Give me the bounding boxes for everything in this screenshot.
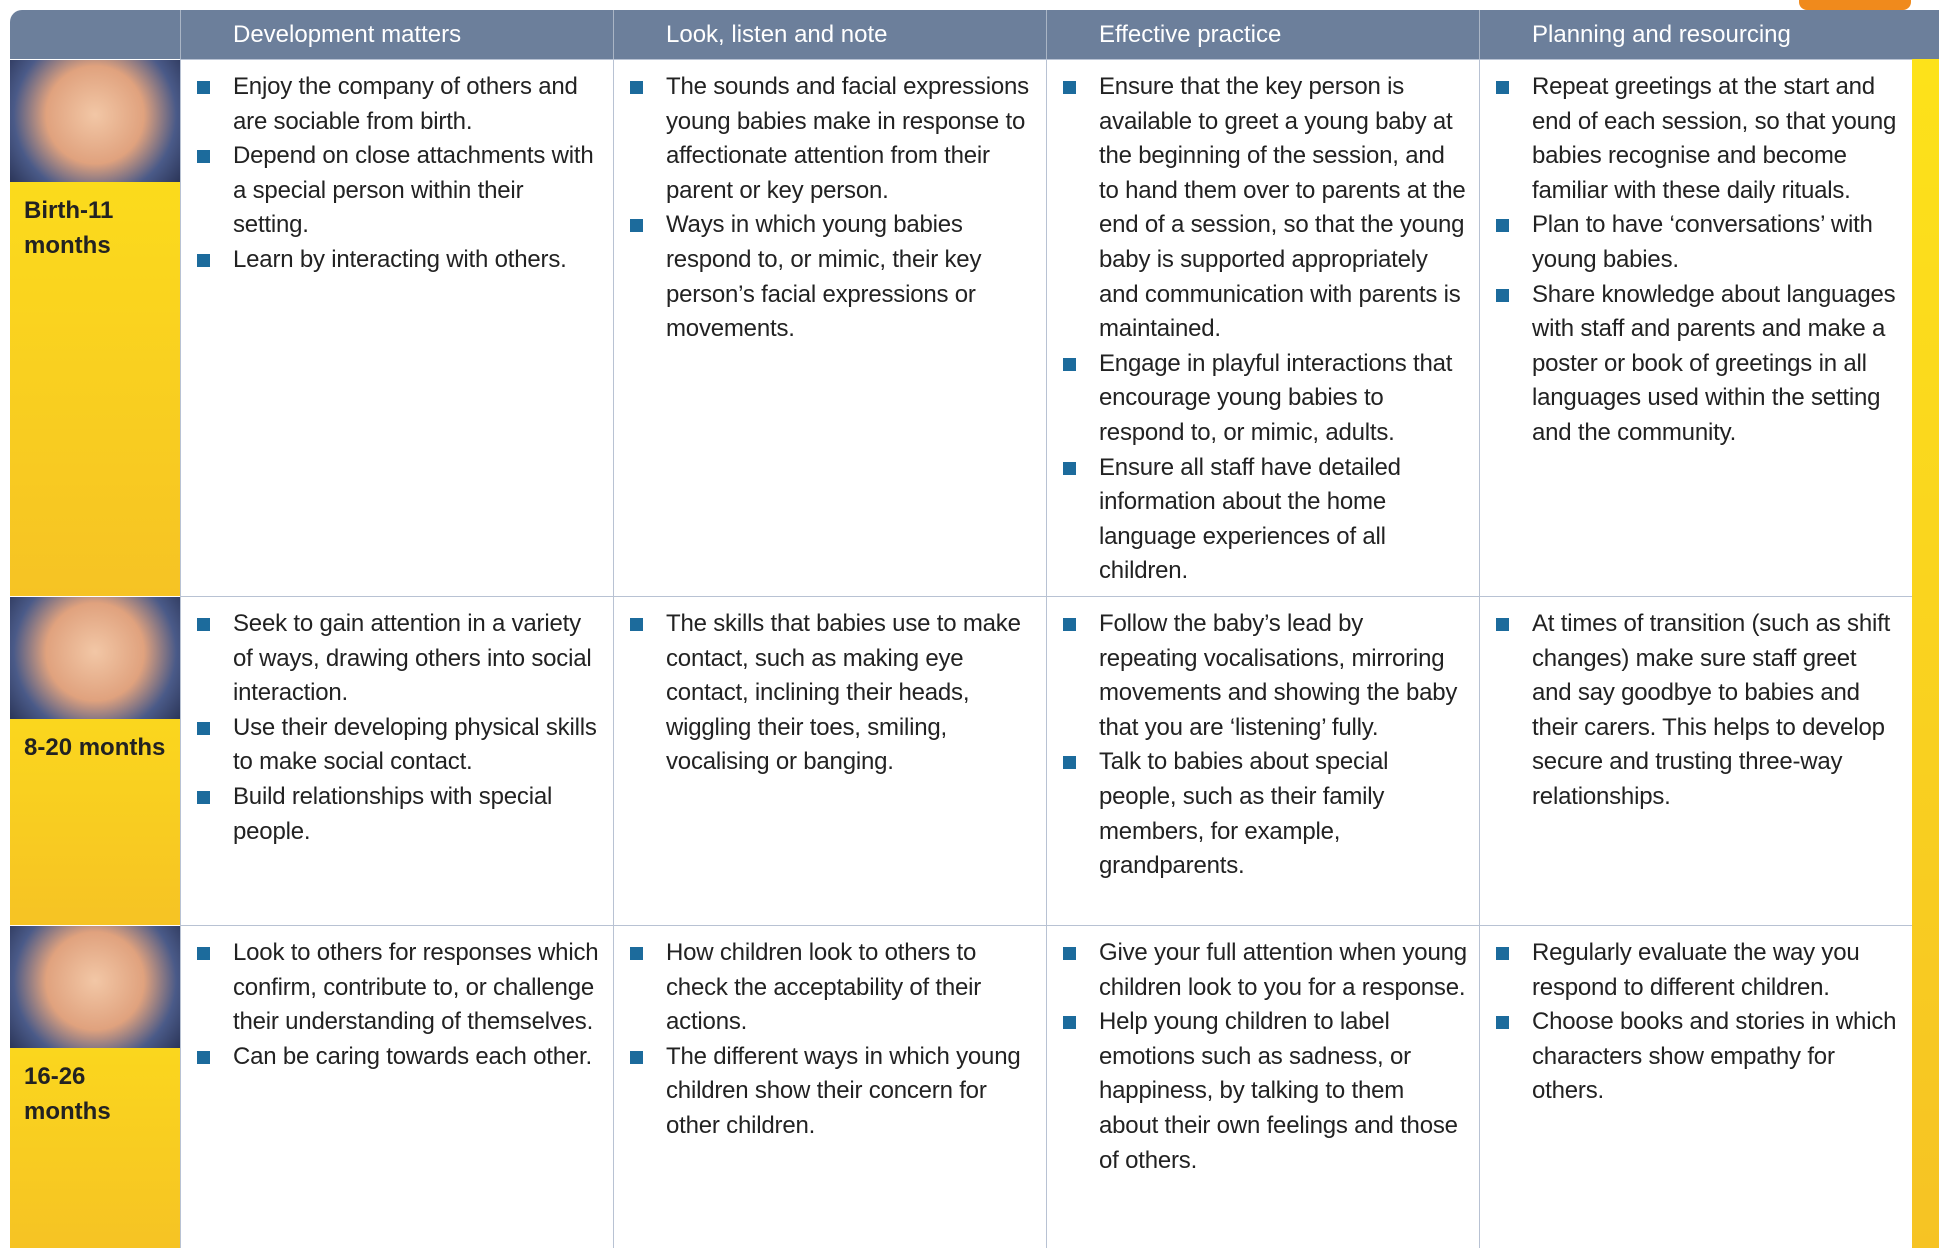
right-strip: [1912, 59, 1939, 1248]
bullet-list: Give your full attention when young chil…: [1063, 936, 1467, 1178]
cell: Enjoy the company of others and are soci…: [180, 59, 613, 596]
bullet-list: Look to others for responses which confi…: [197, 936, 601, 1075]
bullet-item: How children look to others to check the…: [630, 936, 1034, 1040]
cell: How children look to others to check the…: [613, 925, 1046, 1248]
bullet-item: Enjoy the company of others and are soci…: [197, 70, 601, 139]
bullet-item: Can be caring towards each other.: [197, 1040, 601, 1075]
column-header: Development matters: [180, 10, 613, 59]
bullet-item: The sounds and facial expressions young …: [630, 70, 1034, 208]
bullet-list: Regularly evaluate the way you respond t…: [1496, 936, 1900, 1109]
bullet-list: Seek to gain attention in a variety of w…: [197, 607, 601, 849]
column-header: Look, listen and note: [613, 10, 1046, 59]
bullet-list: Ensure that the key person is available …: [1063, 70, 1467, 589]
bullet-item: Ensure all staff have detailed informati…: [1063, 451, 1467, 589]
column-header: Effective practice: [1046, 10, 1479, 59]
photo: [10, 926, 180, 1048]
bullet-list: The skills that babies use to make conta…: [630, 607, 1034, 780]
column-header: Planning and resourcing: [1479, 10, 1912, 59]
bullet-list: Follow the baby’s lead by repeating voca…: [1063, 607, 1467, 884]
age-label: 8-20 months: [24, 734, 166, 761]
age-label: 16-26 months: [24, 1063, 111, 1125]
bullet-item: Regularly evaluate the way you respond t…: [1496, 936, 1900, 1005]
cell: Seek to gain attention in a variety of w…: [180, 596, 613, 925]
bullet-list: How children look to others to check the…: [630, 936, 1034, 1144]
cell: Regularly evaluate the way you respond t…: [1479, 925, 1912, 1248]
cell: Repeat greetings at the start and end of…: [1479, 59, 1912, 596]
cell: The sounds and facial expressions young …: [613, 59, 1046, 596]
bullet-item: Engage in playful interactions that enco…: [1063, 347, 1467, 451]
bullet-item: Learn by interacting with others.: [197, 243, 601, 278]
bullet-item: Depend on close attachments with a speci…: [197, 139, 601, 243]
bullet-item: Talk to babies about special people, suc…: [1063, 745, 1467, 883]
cell: Ensure that the key person is available …: [1046, 59, 1479, 596]
bullet-list: The sounds and facial expressions young …: [630, 70, 1034, 347]
cell: Follow the baby’s lead by repeating voca…: [1046, 596, 1479, 925]
bullet-item: Help young children to label emotions su…: [1063, 1005, 1467, 1178]
bullet-item: Repeat greetings at the start and end of…: [1496, 70, 1900, 208]
cell: Look to others for responses which confi…: [180, 925, 613, 1248]
bullet-item: Build relationships with special people.: [197, 780, 601, 849]
bullet-item: Look to others for responses which confi…: [197, 936, 601, 1040]
bullet-item: Give your full attention when young chil…: [1063, 936, 1467, 1005]
photo: [10, 60, 180, 182]
bullet-item: The skills that babies use to make conta…: [630, 607, 1034, 780]
bullet-list: Enjoy the company of others and are soci…: [197, 70, 601, 278]
bullet-item: Seek to gain attention in a variety of w…: [197, 607, 601, 711]
bullet-item: Use their developing physical skills to …: [197, 711, 601, 780]
age-label: Birth-11 months: [24, 197, 114, 259]
bullet-item: Share knowledge about languages with sta…: [1496, 278, 1900, 451]
bullet-item: Ensure that the key person is available …: [1063, 70, 1467, 347]
cell: Give your full attention when young chil…: [1046, 925, 1479, 1248]
bullet-item: Follow the baby’s lead by repeating voca…: [1063, 607, 1467, 745]
bullet-item: Plan to have ‘conversations’ with young …: [1496, 208, 1900, 277]
bullet-list: At times of transition (such as shift ch…: [1496, 607, 1900, 815]
bullet-list: Repeat greetings at the start and end of…: [1496, 70, 1900, 451]
cell: The skills that babies use to make conta…: [613, 596, 1046, 925]
cell: At times of transition (such as shift ch…: [1479, 596, 1912, 925]
bullet-item: Ways in which young babies respond to, o…: [630, 208, 1034, 346]
bullet-item: Choose books and stories in which charac…: [1496, 1005, 1900, 1109]
bullet-item: The different ways in which young childr…: [630, 1040, 1034, 1144]
photo: [10, 597, 180, 719]
tab: [1799, 0, 1911, 10]
bullet-item: At times of transition (such as shift ch…: [1496, 607, 1900, 815]
